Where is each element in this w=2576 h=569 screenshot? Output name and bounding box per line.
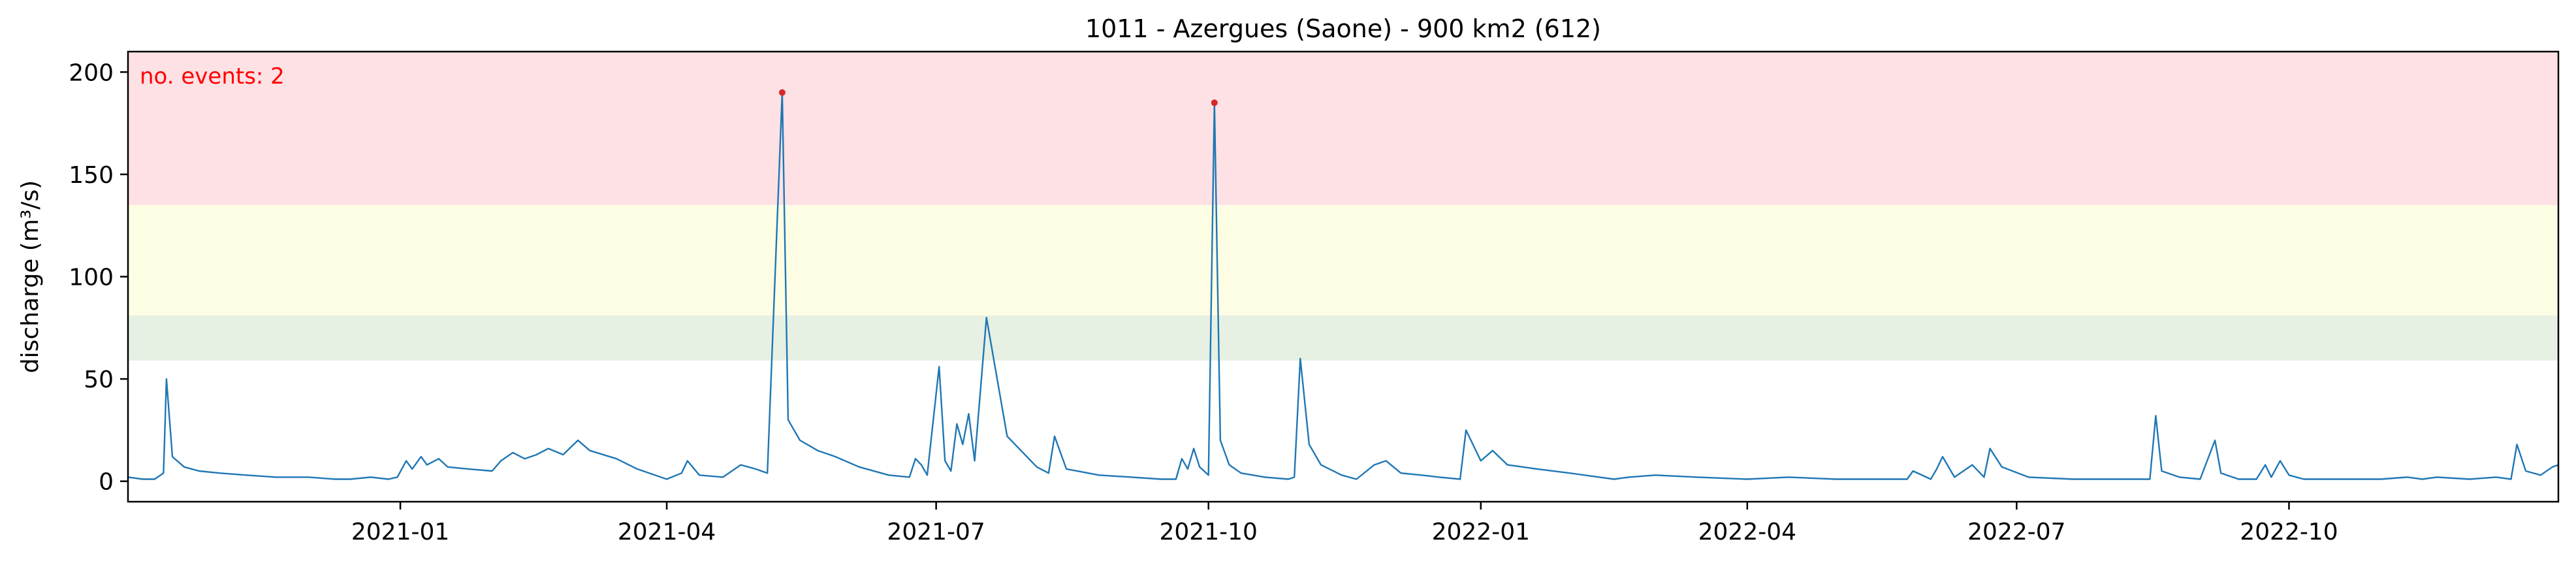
- x-tick-label: 2021-10: [1160, 519, 1258, 545]
- x-tick-label: 2021-01: [351, 519, 449, 545]
- y-tick-label: 100: [69, 265, 114, 291]
- x-tick-label: 2022-10: [2240, 519, 2338, 545]
- events-count-annotation: no. events: 2: [140, 63, 285, 89]
- y-axis: 0 50 100 150 200: [69, 59, 128, 496]
- chart-title: 1011 - Azergues (Saone) - 900 km2 (612): [1085, 14, 1601, 43]
- threshold-band-2: [128, 204, 2558, 316]
- y-tick-label: 200: [69, 59, 114, 86]
- event-point-2: [1211, 99, 1218, 106]
- x-tick-label: 2022-04: [1698, 519, 1796, 545]
- discharge-series: [128, 91, 2558, 480]
- event-markers: [778, 89, 1218, 106]
- y-axis-label: discharge (m³/s): [17, 180, 44, 373]
- y-tick-label: 150: [69, 162, 114, 189]
- discharge-line: [128, 91, 2558, 480]
- x-tick-label: 2021-07: [887, 519, 985, 545]
- threshold-band-1: [128, 316, 2558, 361]
- x-tick-label: 2022-07: [1967, 519, 2065, 545]
- event-point-1: [778, 89, 786, 96]
- x-tick-label: 2022-01: [1432, 519, 1530, 545]
- x-tick-label: 2021-04: [618, 519, 716, 545]
- threshold-bands: [128, 52, 2558, 361]
- y-tick-label: 0: [99, 469, 114, 496]
- threshold-band-3: [128, 52, 2558, 205]
- x-axis: 2021-01 2021-04 2021-07 2021-10 2022-01 2022-…: [351, 502, 2338, 545]
- y-tick-label: 50: [84, 366, 114, 393]
